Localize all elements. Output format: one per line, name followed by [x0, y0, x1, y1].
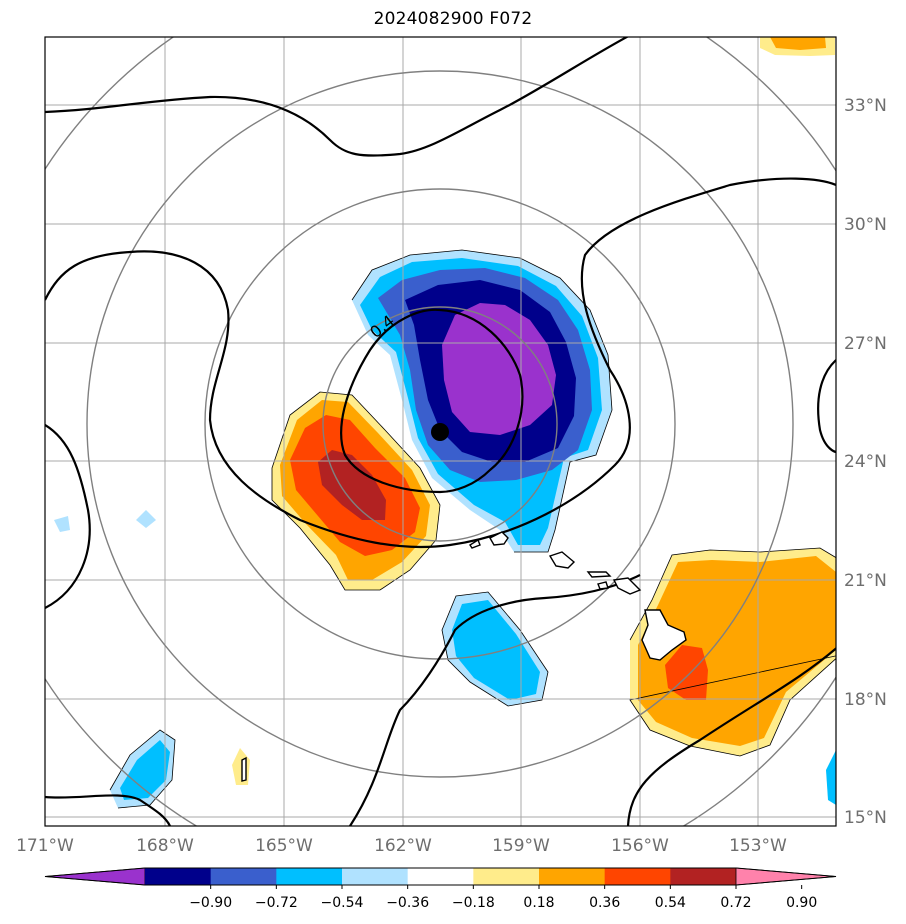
lat-label: 33°N [844, 96, 887, 116]
storm-center-marker [431, 423, 449, 441]
height-contours [45, 37, 836, 826]
lon-label: 156°W [611, 836, 669, 856]
range-rings [45, 37, 836, 826]
lat-label: 27°N [844, 334, 887, 354]
colorbar-tick-label: −0.90 [189, 895, 232, 911]
negative-anomaly-fill [352, 250, 612, 552]
colorbar-swatch [670, 868, 737, 885]
lon-label: 159°W [492, 836, 550, 856]
map-area [45, 37, 836, 826]
lat-label: 24°N [844, 452, 887, 472]
colorbar-swatch [604, 868, 671, 885]
colorbar-swatch [145, 868, 212, 885]
colorbar-swatch [210, 868, 277, 885]
colorbar-swatch [276, 868, 343, 885]
colorbar-tick-label: −0.18 [452, 895, 495, 911]
longitude-labels: 171°W 168°W 165°W 162°W 159°W 156°W 153°… [16, 836, 787, 856]
lon-label: 168°W [136, 836, 194, 856]
colorbar-extend-max [735, 867, 837, 886]
colorbar-tick-label: 0.54 [655, 895, 686, 911]
lon-label: 153°W [729, 836, 787, 856]
lon-label: 165°W [255, 836, 313, 856]
colorbar-tick-label: 0.36 [589, 895, 620, 911]
colorbar: −0.90 −0.72 −0.54 −0.36 −0.18 0.18 0.36 0.54 0.7… [44, 867, 837, 911]
colorbar-tick-label: 0.18 [523, 895, 554, 911]
positive-anomaly-fill-west [272, 392, 440, 590]
hawaii-islands [241, 531, 687, 782]
lat-label: 15°N [844, 808, 887, 828]
colorbar-swatch [473, 868, 540, 885]
map-title: 2024082900 F072 [373, 9, 533, 29]
anomaly-outline [109, 249, 836, 809]
colorbar-extend-min [44, 867, 146, 886]
colorbar-tick-label: −0.72 [255, 895, 298, 911]
lat-label: 18°N [844, 690, 887, 710]
lon-label: 162°W [374, 836, 432, 856]
lon-label: 171°W [16, 836, 74, 856]
colorbar-tick-label: −0.36 [386, 895, 429, 911]
lat-label: 30°N [844, 215, 887, 235]
colorbar-tick-label: −0.54 [321, 895, 364, 911]
latitude-labels: 33°N 30°N 27°N 24°N 21°N 18°N 15°N [844, 96, 887, 828]
lat-label: 21°N [844, 571, 887, 591]
colorbar-tick-label: 0.72 [720, 895, 751, 911]
colorbar-swatch [342, 868, 409, 885]
colorbar-swatch [539, 868, 606, 885]
gridlines [45, 37, 836, 826]
colorbar-swatch [407, 868, 474, 885]
map-frame [44, 36, 837, 827]
colorbar-outline [44, 867, 837, 886]
colorbar-tick-label: 0.90 [786, 895, 817, 911]
